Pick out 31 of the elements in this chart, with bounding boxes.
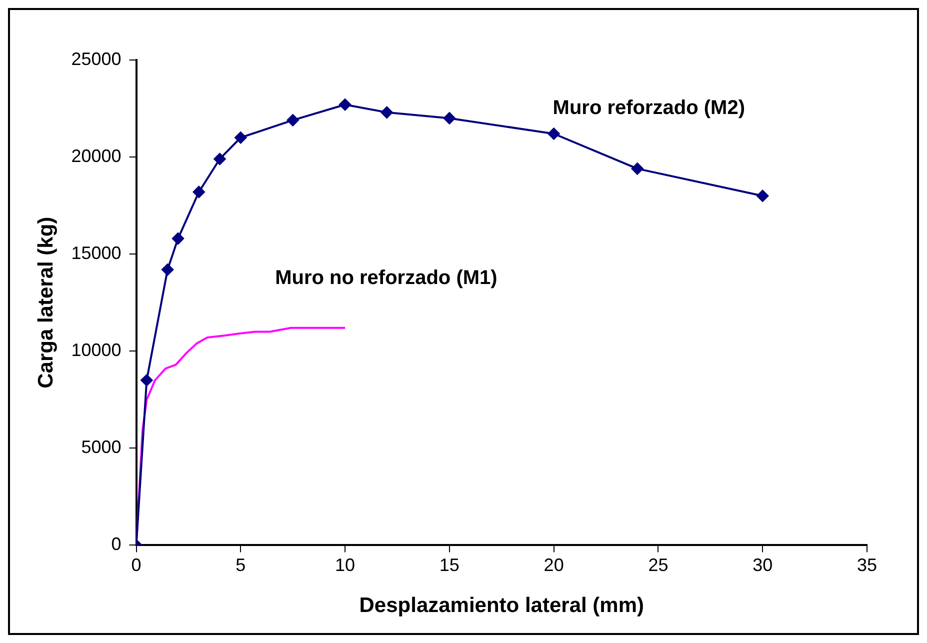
point — [631, 162, 644, 175]
point — [192, 186, 205, 198]
x-tick-label: 10 — [335, 554, 356, 575]
point — [172, 232, 184, 245]
point — [756, 190, 769, 202]
x-tick-label: 25 — [648, 554, 668, 575]
point — [214, 152, 226, 165]
series-label: Muro reforzado (M2) — [552, 97, 745, 120]
point — [140, 374, 153, 386]
point — [443, 112, 456, 124]
point — [548, 128, 560, 140]
point — [380, 106, 393, 118]
y-tick-label: 5000 — [81, 437, 122, 458]
x-tick-label: 20 — [544, 554, 564, 575]
y-tick-label: 10000 — [71, 340, 122, 360]
x-tick-label: 5 — [236, 554, 246, 575]
y-tick-label: 25000 — [71, 48, 122, 69]
y-tick-label: 15000 — [71, 243, 122, 264]
point — [339, 98, 352, 111]
point — [162, 264, 174, 276]
x-tick-label: 15 — [439, 554, 460, 575]
text: Muro no reforzado (M1) — [275, 266, 498, 289]
x-axis-title: Desplazamiento lateral (mm) — [359, 594, 644, 618]
point — [286, 114, 299, 126]
y-axis-title: Carga lateral (kg) — [34, 216, 58, 388]
point — [234, 132, 247, 144]
y-tick-label: 20000 — [71, 146, 122, 166]
x-tick-label: 35 — [856, 554, 878, 575]
y-tick-label: 0 — [111, 534, 122, 554]
x-tick-label: 30 — [752, 554, 773, 575]
x-tick-label: 0 — [131, 554, 142, 575]
